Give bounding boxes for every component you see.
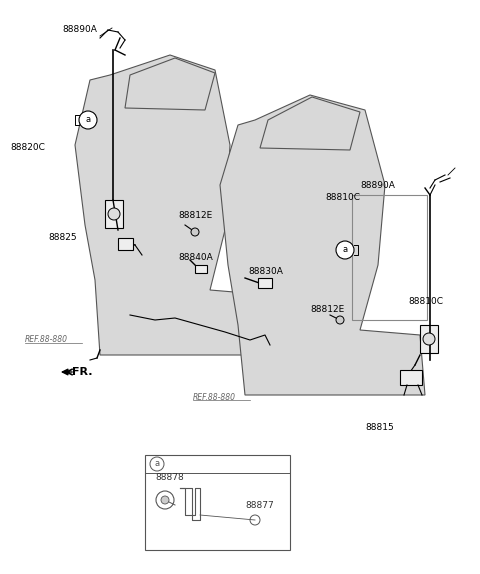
Bar: [420, 325, 438, 353]
Text: a: a: [155, 460, 159, 468]
Circle shape: [161, 496, 169, 504]
Text: 88812E: 88812E: [178, 211, 212, 219]
Text: 88810C: 88810C: [325, 193, 360, 203]
Text: 88825: 88825: [48, 234, 77, 242]
Text: 88815: 88815: [365, 424, 394, 432]
Circle shape: [79, 111, 97, 129]
Bar: [258, 278, 272, 288]
Text: FR.: FR.: [72, 367, 93, 377]
Text: 88890A: 88890A: [360, 180, 395, 189]
Bar: [352, 195, 427, 320]
Text: REF.88-880: REF.88-880: [193, 393, 236, 401]
Polygon shape: [125, 58, 215, 110]
Circle shape: [250, 515, 260, 525]
Bar: [105, 200, 123, 228]
Circle shape: [156, 491, 174, 509]
Circle shape: [423, 333, 435, 345]
Polygon shape: [220, 95, 425, 395]
Text: 88830A: 88830A: [248, 267, 283, 277]
Text: 88810C: 88810C: [408, 297, 443, 307]
Text: 88820C: 88820C: [10, 144, 45, 153]
Text: 88812E: 88812E: [310, 305, 344, 315]
Circle shape: [336, 241, 354, 259]
Text: a: a: [85, 115, 91, 125]
Circle shape: [191, 228, 199, 236]
Text: REF.88-880: REF.88-880: [25, 335, 68, 344]
Circle shape: [336, 316, 344, 324]
Bar: [145, 455, 290, 550]
Bar: [195, 265, 207, 273]
Text: 88877: 88877: [245, 501, 274, 510]
Text: 88890A: 88890A: [62, 25, 97, 34]
Polygon shape: [260, 97, 360, 150]
Text: a: a: [342, 246, 348, 254]
Polygon shape: [75, 55, 275, 355]
Circle shape: [150, 457, 164, 471]
Text: 88878: 88878: [155, 473, 184, 482]
Bar: [400, 370, 422, 385]
Text: 88840A: 88840A: [178, 254, 213, 262]
Circle shape: [108, 208, 120, 220]
Bar: [118, 238, 133, 250]
